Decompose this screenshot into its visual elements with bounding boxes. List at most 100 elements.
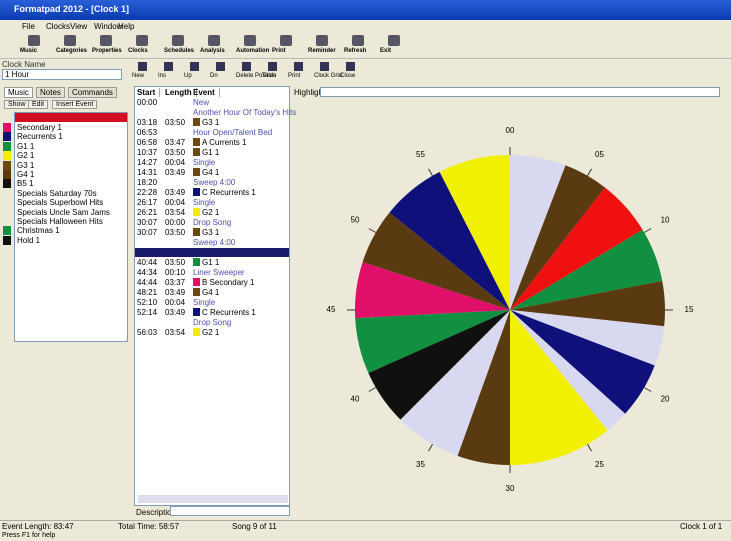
column-header[interactable]: Event [193,88,220,97]
toolbar-label[interactable]: Refresh [344,48,366,54]
clock-tool-label[interactable]: Ins [158,73,166,79]
toolbar-label[interactable]: Automation [236,48,269,54]
column-header[interactable]: Length [165,88,197,97]
clock-tool-icon[interactable] [164,62,173,71]
event-name[interactable]: A Currents 1 [202,138,246,147]
category-name[interactable]: G2 1 [17,151,34,160]
event-name[interactable]: Another Hour Of Today's Hits [193,108,296,117]
event-name[interactable]: Liner Sweeper [193,268,245,277]
category-name[interactable]: Recurrents 1 [17,132,63,141]
category-name[interactable]: Christmas 1 [17,226,60,235]
clock-tool-label[interactable]: Dn [210,73,218,79]
menu-item[interactable]: File [22,22,35,31]
event-name[interactable]: G2 1 [202,328,219,337]
toolbar-icon[interactable] [244,35,256,46]
toolbar-label[interactable]: Clocks [128,48,148,54]
clock-tool-label[interactable]: Up [184,73,192,79]
scrollbar [138,495,288,503]
category-name[interactable]: G1 1 [17,142,34,151]
category-name[interactable]: Hold 1 [17,236,40,245]
toolbar-icon[interactable] [64,35,76,46]
event-name[interactable]: Sweep 4:00 [193,178,235,187]
event-name[interactable]: C Recurrents 1 [202,188,256,197]
tab[interactable]: Music [4,87,33,98]
event-name[interactable]: G3 1 [202,228,219,237]
category-name[interactable]: G4 1 [17,170,34,179]
clock-tool-icon[interactable] [242,62,251,71]
toolbar-icon[interactable] [28,35,40,46]
toolbar-label[interactable]: Exit [380,48,391,54]
event-name[interactable]: Single [193,298,215,307]
clock-tool-icon[interactable] [346,62,355,71]
toolbar-icon[interactable] [136,35,148,46]
event-name[interactable]: Drop Song [193,218,231,227]
clock-tool-icon[interactable] [268,62,277,71]
category-name[interactable]: G3 1 [17,161,34,170]
event-name[interactable]: Single [193,158,215,167]
clock-tool-label[interactable]: Tools [262,73,276,79]
button[interactable]: Insert Event [52,100,97,109]
category-name[interactable]: Secondary 1 [17,123,62,132]
category-name[interactable]: B5 1 [17,179,33,188]
clock-tool-label[interactable]: Clock Grid [314,73,342,79]
event-swatch [193,118,200,126]
toolbar-label[interactable]: Categories [56,48,87,54]
description-field[interactable] [170,506,290,516]
clock-name-select[interactable]: 1 Hour [2,69,122,80]
menu-item[interactable]: View [70,22,87,31]
event-name[interactable]: C Recurrents 1 [202,308,256,317]
toolbar-label[interactable]: Analysis [200,48,225,54]
clock-tool-icon[interactable] [190,62,199,71]
button[interactable]: Edit [28,100,48,109]
event-name[interactable]: B Secondary 1 [202,278,254,287]
event-name[interactable]: Single [193,198,215,207]
event-name[interactable]: G3 1 [202,118,219,127]
toolbar-icon[interactable] [280,35,292,46]
event-name[interactable]: G1 1 [202,148,219,157]
clock-tool-icon[interactable] [320,62,329,71]
event-name[interactable]: Hour Open/Talent Bed [193,128,272,137]
toolbar-label[interactable]: Print [272,48,286,54]
menu-item[interactable]: Help [118,22,134,31]
toolbar-label[interactable]: Properties [92,48,122,54]
event-name[interactable]: G4 1 [202,168,219,177]
toolbar-icon[interactable] [208,35,220,46]
tab[interactable]: Commands [68,87,117,98]
category-name[interactable]: Specials Halloween Hits [17,217,103,226]
clock-tool-label[interactable]: Close [340,73,355,79]
clock-tool-label[interactable]: New [132,73,144,79]
clock-label: 55 [416,150,425,159]
category-name[interactable]: Specials Saturday 70s [17,189,97,198]
button[interactable]: Show [4,100,30,109]
category-name[interactable]: Specials Uncle Sam Jams [17,208,110,217]
clock-chart: 000510152025303540455055 [292,98,724,516]
clock-tool-icon[interactable] [216,62,225,71]
category-swatch [3,226,11,235]
toolbar-label[interactable]: Music [20,48,37,54]
clock-tool-icon[interactable] [294,62,303,71]
toolbar-label[interactable]: Schedules [164,48,194,54]
toolbar-label[interactable]: Reminder [308,48,336,54]
toolbar-icon[interactable] [316,35,328,46]
event-name[interactable]: Drop Song [193,318,231,327]
event-name[interactable]: G4 1 [202,288,219,297]
tab[interactable]: Notes [36,87,65,98]
clock-tool-icon[interactable] [138,62,147,71]
toolbar-icon[interactable] [172,35,184,46]
category-swatch [3,151,11,160]
event-start: 14:31 [137,168,157,177]
event-name[interactable]: Sweep 4:00 [193,238,235,247]
category-name[interactable]: Specials Superbowl Hits [17,198,103,207]
menu-item[interactable]: Clocks [46,22,70,31]
clock-tool-label[interactable]: Print [288,73,300,79]
status-field: Song 9 of 11 [232,522,277,531]
selected-row[interactable] [135,248,289,257]
event-name[interactable]: G2 1 [202,208,219,217]
column-header[interactable]: Start [137,88,160,97]
toolbar-icon[interactable] [100,35,112,46]
toolbar-icon[interactable] [388,35,400,46]
toolbar-icon[interactable] [352,35,364,46]
highlight-field[interactable] [320,87,720,97]
event-name[interactable]: G1 1 [202,258,219,267]
event-name[interactable]: New [193,98,209,107]
